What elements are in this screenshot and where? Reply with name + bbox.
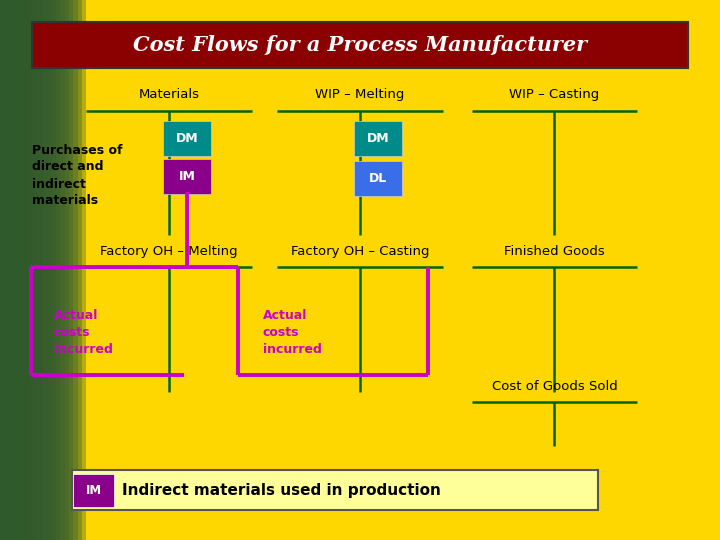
Bar [0, 0, 30, 540]
Text: Factory OH – Melting: Factory OH – Melting [100, 245, 238, 258]
Text: DM: DM [366, 132, 390, 145]
Text: DL: DL [369, 172, 387, 185]
Bar [0, 0, 4, 540]
Text: Actual
costs
incurred: Actual costs incurred [263, 308, 322, 356]
Bar [0, 0, 52, 540]
Bar [0, 0, 39, 540]
Bar [0, 0, 43, 540]
Text: Cost Flows for a Process Manufacturer: Cost Flows for a Process Manufacturer [133, 35, 587, 55]
Bar [0, 0, 73, 540]
Text: Materials: Materials [139, 88, 199, 101]
Text: IM: IM [86, 483, 102, 497]
Text: Cost of Goods Sold: Cost of Goods Sold [492, 380, 617, 393]
Bar [0, 0, 82, 540]
Bar [32, 22, 688, 68]
FancyBboxPatch shape [163, 121, 211, 156]
Bar [0, 0, 86, 540]
Bar [0, 0, 26, 540]
FancyBboxPatch shape [354, 161, 402, 196]
Text: Factory OH – Casting: Factory OH – Casting [291, 245, 429, 258]
Bar [0, 0, 48, 540]
Text: WIP – Casting: WIP – Casting [509, 88, 600, 101]
Bar [0, 0, 60, 540]
Text: DM: DM [176, 132, 199, 145]
Bar [0, 0, 35, 540]
Text: WIP – Melting: WIP – Melting [315, 88, 405, 101]
Bar [0, 0, 22, 540]
Bar [0, 0, 13, 540]
FancyBboxPatch shape [163, 159, 211, 194]
Bar [0, 0, 65, 540]
FancyBboxPatch shape [354, 121, 402, 156]
Bar [0, 0, 56, 540]
Bar [0, 0, 9, 540]
Bar [0, 0, 69, 540]
Bar [0, 0, 78, 540]
Text: Finished Goods: Finished Goods [504, 245, 605, 258]
Bar [72, 470, 598, 510]
Text: Actual
costs
incurred: Actual costs incurred [54, 308, 113, 356]
Text: IM: IM [179, 170, 196, 183]
Bar [0, 0, 17, 540]
FancyBboxPatch shape [73, 474, 114, 507]
Text: Indirect materials used in production: Indirect materials used in production [122, 483, 441, 497]
Text: Purchases of
direct and
indirect
materials: Purchases of direct and indirect materia… [32, 144, 123, 207]
